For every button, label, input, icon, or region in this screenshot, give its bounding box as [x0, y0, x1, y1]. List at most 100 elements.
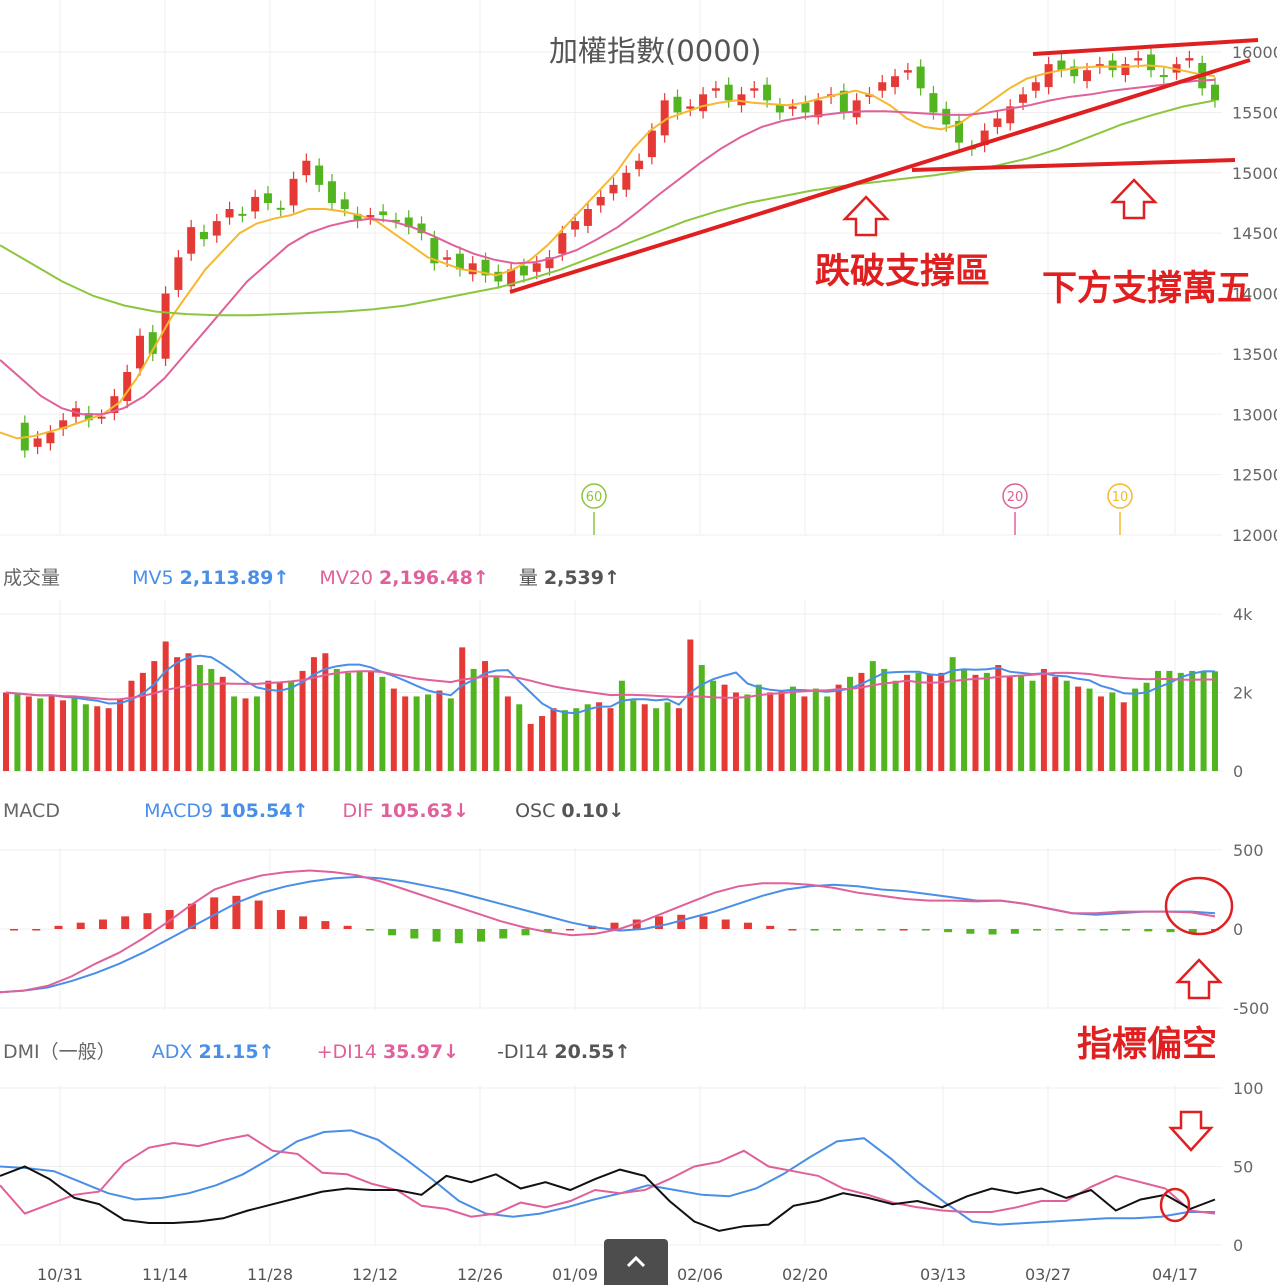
x-tick-label: 11/14 [142, 1265, 188, 1284]
osc-bar [10, 929, 18, 931]
dif-label: DIF [342, 800, 374, 822]
volume-bar [333, 668, 340, 771]
volume-bar [1052, 676, 1059, 771]
volume-bar [641, 704, 648, 771]
candle-body [1057, 60, 1066, 71]
mdi-value: 20.55↑ [554, 1041, 631, 1063]
osc-bar [1033, 929, 1042, 931]
candle-body [276, 207, 285, 210]
candle-body [903, 70, 912, 73]
volume-bar [961, 668, 968, 771]
up-arrow-icon [842, 195, 890, 237]
volume-bar [379, 676, 386, 771]
x-tick-label: 01/09 [552, 1265, 598, 1284]
candle-body [878, 82, 887, 91]
x-tick-label: 12/26 [457, 1265, 503, 1284]
candle-body [225, 209, 234, 218]
volume-bar [390, 688, 397, 771]
candle-body [801, 102, 810, 113]
volume-bar [1018, 674, 1025, 771]
volume-bar [482, 661, 489, 771]
scroll-up-button[interactable] [604, 1239, 668, 1285]
candle-body [993, 118, 1002, 127]
osc-bar [54, 925, 63, 929]
price-tick-label: 13500 [1232, 345, 1277, 364]
ma60-line [0, 99, 1216, 317]
candle-body [916, 66, 925, 89]
osc-label: OSC [515, 800, 556, 822]
volume-bar [1097, 696, 1104, 771]
dmi-title: DMI（一般） [3, 1041, 116, 1063]
candle-body [1159, 75, 1168, 78]
mdi-label: -DI14 [497, 1041, 549, 1063]
candle-body [571, 221, 580, 230]
mv5-line [5, 654, 1216, 715]
ma-marker-label: 20 [1007, 490, 1024, 505]
macd-tick-label: 500 [1233, 841, 1264, 860]
up-arrow-icon [1175, 958, 1223, 1000]
x-tick-label: 03/27 [1025, 1265, 1071, 1284]
candle-body [583, 209, 592, 226]
volume-bar [14, 694, 21, 771]
macd-tick-label: -500 [1233, 999, 1269, 1018]
volume-bar [1212, 671, 1218, 771]
volume-bar [276, 682, 283, 771]
osc-bar [988, 929, 997, 935]
candle-body [891, 76, 900, 88]
candle-body [622, 172, 631, 190]
price-tick-label: 15500 [1232, 103, 1277, 122]
volume-bar [322, 653, 329, 771]
volume-bar [128, 680, 135, 771]
volume-bar [687, 639, 694, 771]
macd-header: MACD MACD9 105.54↑ DIF 105.63↓ OSC 0.10↓ [3, 800, 624, 822]
volume-bar [698, 665, 705, 771]
macd-title: MACD [3, 800, 60, 822]
volume-bar [231, 696, 238, 771]
candle-body [327, 181, 336, 203]
mv20-line [5, 670, 1215, 701]
candle-body [481, 259, 490, 276]
candle-body [839, 90, 848, 113]
osc-bar [98, 919, 107, 929]
volume-bar [710, 680, 717, 771]
candle-body [33, 438, 42, 447]
candle-body [942, 108, 951, 125]
macd-tick-label: 0 [1233, 920, 1243, 939]
candle-body [1211, 84, 1219, 101]
volume-bar [983, 672, 990, 771]
volume-bar [196, 665, 203, 771]
candle-body [1108, 60, 1117, 71]
volume-bar [208, 668, 215, 771]
volume-title: 成交量 [3, 567, 61, 589]
candle-body [1019, 94, 1028, 103]
resistance-trendline [1032, 38, 1259, 56]
candle-body [46, 432, 55, 444]
volume-tick-label: 4k [1233, 605, 1253, 624]
osc-bar [743, 922, 752, 929]
osc-bar [677, 914, 686, 929]
volume-bar [949, 657, 956, 771]
candle-body [417, 223, 426, 234]
osc-bar [410, 929, 419, 939]
ma-marker-20 [1002, 483, 1028, 509]
volume-bar [345, 672, 352, 771]
volume-bar [3, 692, 9, 771]
gridlines [0, 0, 1222, 1246]
candle-body [443, 257, 452, 260]
volume-bar [847, 676, 854, 771]
candle-body [148, 332, 157, 354]
candle-body [724, 84, 733, 101]
x-tick-label: 12/12 [352, 1265, 398, 1284]
candle-body [980, 130, 989, 146]
candle-body [763, 84, 772, 101]
candle-body [379, 211, 388, 216]
adx-line [0, 1129, 1215, 1226]
osc-bar [699, 916, 708, 929]
candle-body [775, 105, 784, 113]
volume-bar [789, 686, 796, 771]
volume-bar [139, 672, 146, 771]
annotation-indicator-bearish: 指標偏空 [1077, 1025, 1218, 1065]
osc-bar [1188, 929, 1197, 933]
volume-bar [561, 710, 568, 771]
candle-body [1031, 82, 1040, 91]
